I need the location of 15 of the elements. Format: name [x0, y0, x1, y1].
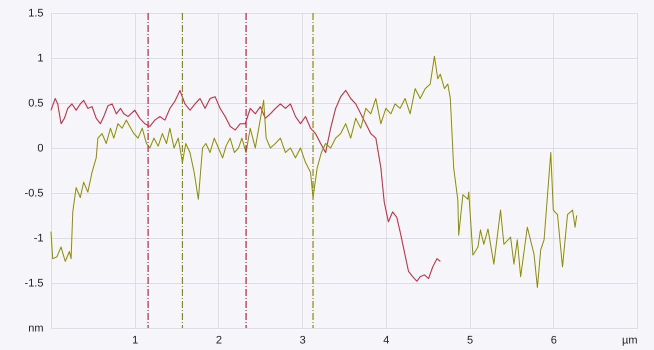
y-tick-label: nm — [28, 322, 44, 334]
x-tick-label: 3 — [300, 334, 306, 346]
y-tick-label: -1 — [34, 232, 44, 244]
x-tick-label: 4 — [383, 334, 390, 346]
x-tick-label: 1 — [132, 334, 138, 346]
y-tick-label: -1.5 — [24, 278, 44, 290]
y-tick-label: 1 — [37, 52, 44, 64]
y-tick-label: 0.5 — [28, 98, 44, 110]
x-tick-label: 6 — [550, 334, 557, 346]
x-tick-label: µm — [622, 334, 638, 346]
x-tick-label: 2 — [216, 334, 222, 346]
y-tick-label: 0 — [37, 142, 44, 154]
x-tick-label: 5 — [467, 334, 474, 346]
y-tick-label: -0.5 — [24, 188, 44, 200]
y-tick-label: 1.5 — [28, 8, 44, 20]
